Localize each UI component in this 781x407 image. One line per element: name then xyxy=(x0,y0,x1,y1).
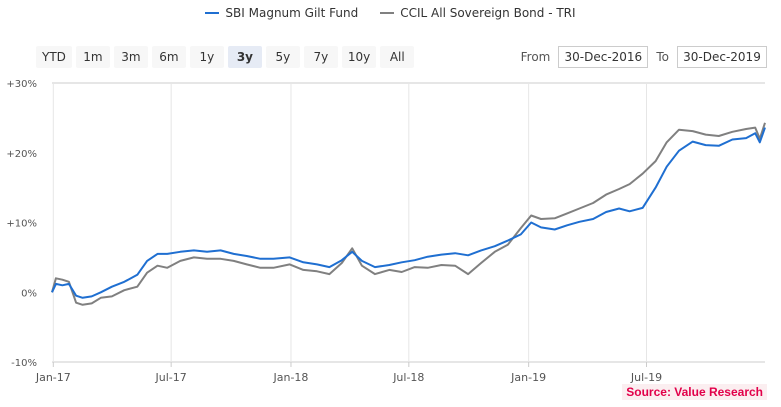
x-tick-label: Jan-18 xyxy=(273,371,309,384)
series-line-sbi-magnum-gilt-fund xyxy=(51,127,766,299)
from-label: From xyxy=(520,50,551,64)
y-tick-label: +10% xyxy=(6,219,37,230)
to-label: To xyxy=(656,50,669,64)
range-button-3m[interactable]: 3m xyxy=(113,46,148,68)
y-tick-label: -10% xyxy=(11,358,37,369)
source-credit: Source: Value Research xyxy=(622,384,767,400)
legend-item-sbi[interactable]: SBI Magnum Gilt Fund xyxy=(205,6,358,20)
x-tick-label: Jul-18 xyxy=(392,371,424,384)
to-date-input[interactable] xyxy=(677,46,767,68)
range-button-5y[interactable]: 5y xyxy=(265,46,300,68)
legend-label-sbi: SBI Magnum Gilt Fund xyxy=(225,6,359,20)
range-selector: YTD 1m 3m 6m 1y 3y 5y 7y 10y All xyxy=(36,46,415,68)
range-button-all[interactable]: All xyxy=(380,46,415,68)
range-button-ytd[interactable]: YTD xyxy=(36,46,72,68)
legend-item-ccil[interactable]: CCIL All Sovereign Bond - TRI xyxy=(380,6,576,20)
date-range-picker: From To xyxy=(521,46,767,68)
x-tick-label: Jul-19 xyxy=(630,371,662,384)
range-button-6m[interactable]: 6m xyxy=(151,46,186,68)
legend-swatch-ccil xyxy=(380,12,395,14)
from-date-input[interactable] xyxy=(558,46,649,68)
range-button-7y[interactable]: 7y xyxy=(303,46,338,68)
series-line-ccil-all-sovereign-bond-tri xyxy=(51,122,766,306)
chart-legend: SBI Magnum Gilt Fund CCIL All Sovereign … xyxy=(0,6,781,20)
range-button-1y[interactable]: 1y xyxy=(189,46,224,68)
x-tick-label: Jan-19 xyxy=(510,371,546,384)
x-tick-label: Jan-17 xyxy=(35,371,71,384)
y-tick-label: +20% xyxy=(6,149,37,160)
range-button-10y[interactable]: 10y xyxy=(341,46,377,68)
y-tick-label: 0% xyxy=(21,288,37,299)
legend-swatch-sbi xyxy=(205,12,220,14)
y-tick-label: +30% xyxy=(6,79,37,90)
legend-label-ccil: CCIL All Sovereign Bond - TRI xyxy=(400,6,576,20)
range-button-1m[interactable]: 1m xyxy=(75,46,110,68)
range-button-3y[interactable]: 3y xyxy=(227,46,262,68)
x-tick-label: Jul-17 xyxy=(155,371,187,384)
